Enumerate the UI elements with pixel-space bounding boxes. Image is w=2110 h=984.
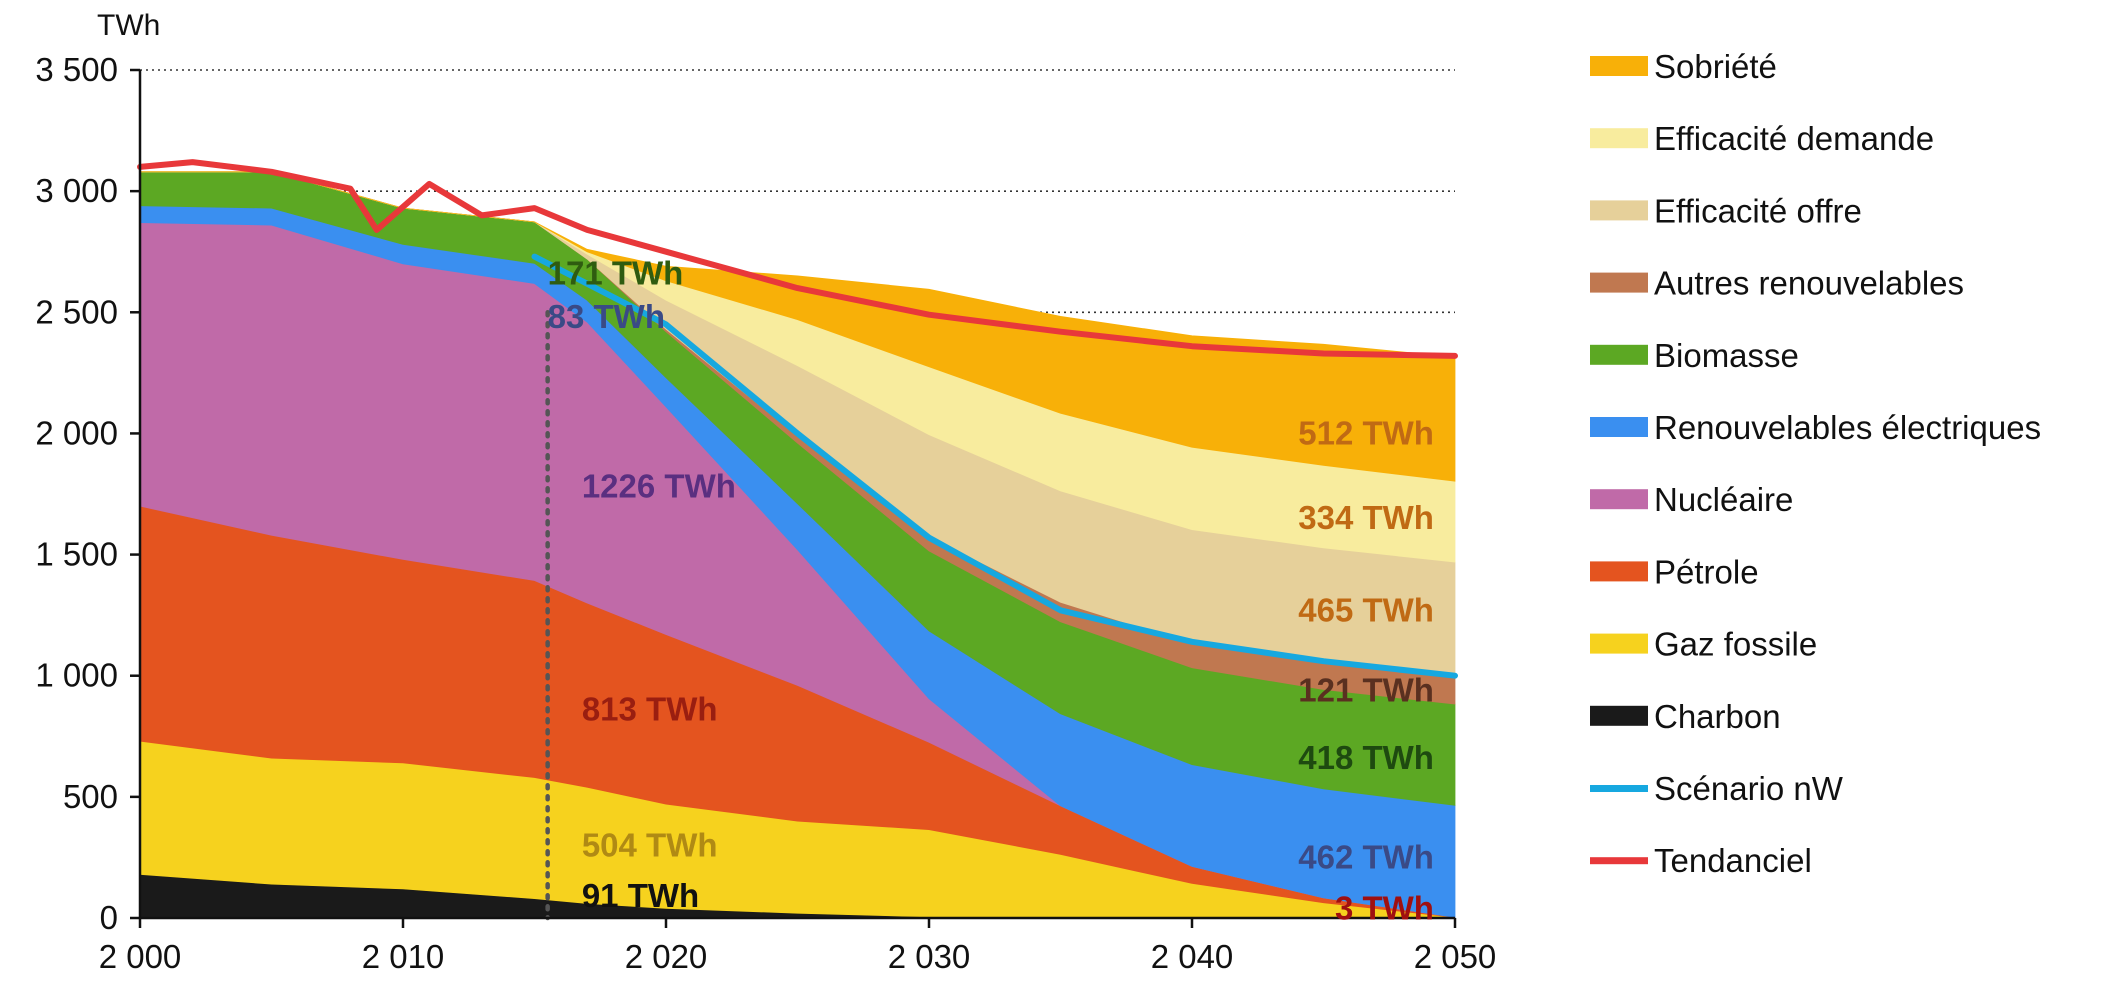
legend-swatch-tendanciel: [1590, 857, 1648, 865]
value-annotation: 462 TWh: [1298, 838, 1434, 875]
legend-label-petrole: Pétrole: [1654, 553, 1759, 590]
legend-swatch-efficacite-demande: [1590, 128, 1648, 149]
legend-label-efficacite-demande: Efficacité demande: [1654, 120, 1934, 157]
legend-swatch-charbon: [1590, 705, 1648, 726]
value-annotation: 813 TWh: [582, 691, 718, 728]
legend-swatch-autres-renouvelables: [1590, 272, 1648, 293]
y-unit-label: TWh: [97, 9, 160, 42]
y-tick-label: 2 000: [35, 414, 118, 451]
legend: Sobriété Efficacité demande Efficacité off…: [1590, 48, 2041, 879]
value-annotation: 91 TWh: [582, 877, 699, 914]
value-annotation: 465 TWh: [1298, 591, 1434, 628]
value-annotations: 171 TWh 83 TWh 1226 TWh 813 TWh 504 TWh 91 TW…: [548, 255, 1434, 927]
legend-label-gaz-fossile: Gaz fossile: [1654, 626, 1817, 663]
line-tendanciel: [137, 159, 1458, 359]
legend-label-renouvelables-electriques: Renouvelables électriques: [1654, 409, 2041, 446]
legend-label-efficacite-offre: Efficacité offre: [1654, 192, 1862, 229]
value-annotation: 418 TWh: [1298, 739, 1434, 776]
value-annotation: 121 TWh: [1298, 671, 1434, 708]
legend-swatch-gaz-fossile: [1590, 633, 1648, 654]
value-annotation: 504 TWh: [582, 826, 718, 863]
value-annotation: 171 TWh: [548, 255, 684, 292]
x-tick-label: 2 000: [99, 938, 182, 975]
x-tick-label: 2 010: [362, 938, 445, 975]
legend-label-sobriete: Sobriété: [1654, 48, 1777, 85]
value-annotation: 512 TWh: [1298, 414, 1434, 451]
legend-swatch-renouvelables-electriques: [1590, 417, 1648, 437]
legend-label-tendanciel: Tendanciel: [1654, 842, 1812, 879]
legend-swatch-petrole: [1590, 561, 1648, 582]
legend-label-biomasse: Biomasse: [1654, 337, 1799, 374]
legend-swatch-scenario-nw: [1590, 785, 1648, 792]
y-tick-label: 3 000: [35, 172, 118, 209]
area-series: [139, 171, 1456, 919]
y-tick-label: 2 500: [35, 293, 118, 330]
y-tick-label: 1 500: [35, 536, 118, 573]
legend-label-charbon: Charbon: [1654, 698, 1781, 735]
legend-swatch-nucleaire: [1590, 489, 1648, 510]
legend-label-autres-renouvelables: Autres renouvelables: [1654, 265, 1964, 302]
value-annotation: 334 TWh: [1298, 499, 1434, 536]
line-scenario-nw: [531, 253, 1458, 679]
legend-label-scenario-nw: Scénario nW: [1654, 770, 1844, 807]
legend-swatch-biomasse: [1590, 344, 1648, 365]
y-tick-label: 500: [63, 778, 118, 815]
value-annotation: 3 TWh: [1335, 889, 1434, 926]
legend-swatch-efficacite-offre: [1590, 200, 1648, 221]
legend-swatch-sobriete: [1590, 56, 1648, 76]
y-tick-label: 3 500: [35, 51, 118, 88]
axes: 0 500 1 000 1 500 2 000 2 500 3 000 3 500 2 000 2…: [35, 9, 1496, 975]
value-annotation: 1226 TWh: [582, 468, 736, 505]
legend-label-nucleaire: Nucléaire: [1654, 481, 1793, 518]
x-tick-label: 2 020: [625, 938, 708, 975]
value-annotation: 83 TWh: [548, 298, 665, 335]
x-tick-label: 2 030: [888, 938, 971, 975]
y-tick-label: 0: [100, 899, 118, 936]
area-sobriete: [140, 171, 1456, 482]
line-series: [137, 159, 1458, 679]
x-tick-label: 2 050: [1414, 938, 1497, 975]
y-tick-label: 1 000: [35, 657, 118, 694]
x-tick-label: 2 040: [1151, 938, 1234, 975]
